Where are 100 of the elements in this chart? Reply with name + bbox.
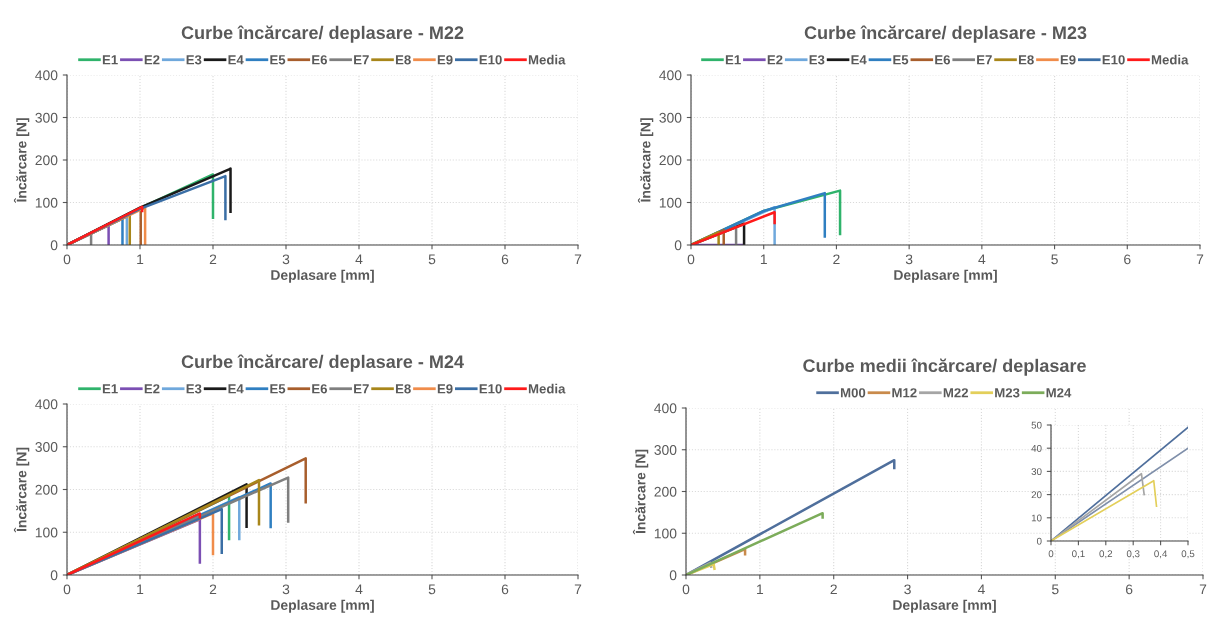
y-axis-title: Încărcare [N] — [13, 118, 30, 204]
legend-label: E8 — [395, 384, 411, 394]
legend-label: E4 — [851, 55, 867, 65]
legend-label: M22 — [943, 388, 969, 398]
y-tick-label: 400 — [35, 399, 58, 410]
y-tick-label: 300 — [659, 112, 682, 123]
y-tick-label: 10 — [1031, 514, 1042, 522]
y-tick-label: 0 — [50, 570, 58, 581]
chart-title: Curbe medii încărcare/ deplasare — [803, 358, 1086, 376]
legend-label: E6 — [935, 55, 951, 65]
x-axis-title: Deplasare [mm] — [271, 269, 374, 283]
legend-label: E9 — [437, 384, 453, 394]
legend-label: E10 — [1102, 55, 1125, 65]
x-tick-label: 0 — [63, 584, 71, 595]
y-axis-title: Încărcare [N] — [637, 118, 654, 204]
chart-title: Curbe încărcare/ deplasare - M24 — [181, 354, 464, 372]
legend-label: E5 — [270, 55, 286, 65]
legend-label: Media — [1151, 54, 1189, 65]
x-tick-label: 3 — [905, 254, 913, 265]
x-tick-label: 5 — [1051, 584, 1059, 595]
y-tick-label: 300 — [35, 442, 58, 452]
legend-label: E9 — [437, 55, 453, 65]
legend-label: E7 — [354, 384, 369, 394]
legend-label: E8 — [395, 55, 411, 65]
x-tick-label: 0 — [1048, 550, 1054, 558]
x-tick-label: 2 — [209, 584, 217, 595]
x-tick-label: 5 — [428, 254, 436, 265]
x-tick-label: 0 — [682, 584, 690, 595]
x-tick-label: 1 — [760, 254, 767, 265]
legend-label: E1 — [102, 55, 118, 65]
x-tick-label: 7 — [1199, 584, 1207, 595]
chart-title: Curbe încărcare/ deplasare - M22 — [181, 25, 464, 43]
x-tick-label: 2 — [209, 254, 217, 265]
x-tick-label: 1 — [137, 584, 144, 595]
x-tick-label: 0,4 — [1154, 550, 1168, 559]
y-tick-label: 20 — [1031, 491, 1042, 499]
x-axis-title: Deplasare [mm] — [893, 599, 996, 613]
y-tick-label: 200 — [659, 155, 682, 166]
x-tick-label: 5 — [428, 584, 436, 595]
legend-label: E1 — [725, 55, 741, 65]
legend-label: E9 — [1060, 55, 1076, 65]
y-tick-label: 0 — [674, 240, 682, 251]
legend-label: E5 — [270, 384, 286, 394]
legend-label: E7 — [977, 55, 992, 65]
legend-label: E2 — [144, 55, 160, 65]
x-tick-label: 4 — [978, 254, 986, 265]
legend-label: E5 — [893, 55, 909, 65]
x-tick-label: 3 — [282, 254, 290, 265]
y-tick-label: 400 — [659, 70, 682, 81]
legend-label: E10 — [479, 55, 502, 65]
y-tick-label: 0 — [1036, 537, 1042, 545]
legend-label: E6 — [312, 384, 328, 394]
y-tick-label: 400 — [35, 70, 58, 81]
y-tick-label: 100 — [659, 197, 682, 208]
legend-label: M23 — [995, 388, 1020, 398]
y-tick-label: 0 — [669, 570, 677, 581]
y-tick-label: 100 — [654, 528, 677, 539]
y-tick-label: 200 — [654, 486, 677, 497]
legend-label: Media — [528, 54, 566, 65]
x-axis-title: Deplasare [mm] — [271, 599, 374, 613]
x-axis-title: Deplasare [mm] — [894, 269, 997, 283]
x-tick-label: 4 — [977, 584, 985, 595]
x-tick-label: 3 — [282, 584, 290, 595]
y-axis-title: Încărcare [N] — [13, 447, 30, 533]
legend-label: E1 — [102, 384, 118, 394]
y-axis-title: Încărcare [N] — [632, 449, 649, 535]
y-tick-label: 100 — [35, 197, 58, 208]
y-tick-label: 100 — [35, 527, 58, 538]
x-tick-label: 1 — [137, 254, 144, 265]
legend-label: E8 — [1018, 55, 1034, 65]
y-tick-label: 300 — [35, 112, 58, 123]
x-tick-label: 2 — [833, 254, 840, 265]
legend-label: E10 — [479, 384, 502, 394]
y-tick-label: 200 — [35, 155, 58, 166]
y-tick-label: 40 — [1031, 444, 1042, 452]
x-tick-label: 7 — [574, 584, 582, 595]
y-tick-label: 0 — [50, 240, 58, 251]
x-tick-label: 5 — [1051, 254, 1058, 265]
legend-label: E3 — [809, 55, 825, 65]
legend-label: E4 — [228, 55, 244, 65]
x-tick-label: 6 — [1124, 254, 1131, 265]
x-tick-label: 2 — [830, 584, 837, 595]
legend-label: E3 — [186, 384, 202, 394]
y-tick-label: 400 — [654, 403, 677, 414]
x-tick-label: 6 — [1125, 584, 1133, 595]
x-tick-label: 7 — [574, 254, 582, 265]
y-tick-label: 30 — [1031, 468, 1042, 476]
y-tick-label: 300 — [654, 445, 677, 455]
x-tick-label: 4 — [355, 254, 363, 265]
y-tick-label: 50 — [1031, 421, 1042, 429]
legend-label: E2 — [767, 55, 783, 65]
x-tick-label: 0,1 — [1072, 550, 1085, 559]
legend-label: M24 — [1046, 388, 1072, 398]
x-tick-label: 4 — [355, 584, 363, 595]
legend-label: E3 — [186, 55, 202, 65]
x-tick-label: 0,2 — [1099, 550, 1113, 559]
legend-label: E6 — [312, 55, 328, 65]
legend-label: E4 — [228, 384, 244, 394]
x-tick-label: 3 — [904, 584, 911, 595]
y-tick-label: 200 — [35, 484, 58, 495]
